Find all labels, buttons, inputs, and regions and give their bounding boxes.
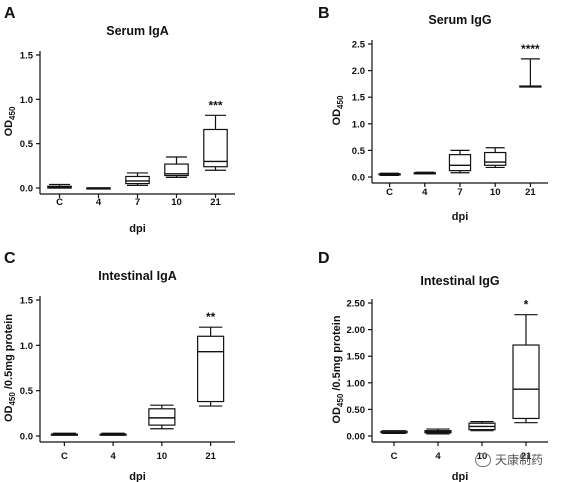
significance-marker: **** (521, 42, 540, 56)
x-tick-label: 4 (110, 451, 116, 462)
box-iqr (148, 408, 176, 426)
box-iqr (125, 175, 150, 185)
box-21 (203, 114, 228, 171)
y-axis-label: OD450 (331, 95, 345, 125)
chart-title: Intestinal IgG (420, 274, 499, 288)
significance-marker: * (524, 298, 529, 312)
y-axis-label: OD450 /0.5mg protein (3, 314, 17, 422)
y-axis-label: OD450 (3, 106, 17, 136)
box-21 (512, 314, 540, 424)
x-tick-label: 10 (157, 451, 168, 462)
box-iqr (197, 335, 225, 403)
y-axis-label: OD450 /0.5mg protein (331, 315, 345, 423)
chart-panel-a: A Serum IgA 0.0 0.5 1.0 1.5 C 4 7 10 21 dpi OD450 *** (3, 5, 235, 235)
y-tick-label: 2.5 (352, 40, 366, 51)
x-tick-label: C (56, 197, 63, 208)
chart-title: Intestinal IgA (98, 269, 176, 283)
x-tick-label: 4 (435, 451, 441, 462)
y-tick-label: 2.50 (347, 299, 366, 310)
box-21 (519, 58, 542, 88)
x-tick-label: C (386, 187, 393, 198)
x-axis-label: dpi (129, 223, 146, 235)
box-iqr (448, 154, 472, 172)
chart-panel-d: D Intestinal IgG 0.00 0.50 1.00 1.50 2.00 2.50 C… (318, 250, 548, 482)
y-tick-label: 1.0 (20, 341, 33, 352)
box-4 (86, 187, 111, 190)
y-tick-label: 0.0 (20, 184, 33, 195)
box-4 (99, 432, 127, 436)
significance-marker: *** (208, 98, 222, 112)
x-tick-label: 4 (96, 197, 102, 208)
y-tick-label: 1.5 (20, 51, 34, 62)
box-10 (468, 421, 496, 432)
box-C (47, 183, 72, 189)
x-tick-label: C (61, 451, 68, 462)
x-tick-label: 10 (490, 187, 501, 198)
x-tick-label: 4 (422, 187, 428, 198)
x-axis-label: dpi (452, 471, 469, 482)
x-tick-label: 7 (135, 197, 140, 208)
x-axis-label: dpi (452, 211, 469, 223)
box-C (380, 430, 408, 434)
y-tick-label: 0.0 (352, 173, 365, 184)
box-C (50, 432, 78, 436)
y-tick-label: 1.00 (347, 378, 366, 389)
x-axis-label: dpi (129, 471, 146, 482)
panel-letter: B (318, 5, 330, 22)
y-tick-label: 0.5 (20, 139, 34, 150)
box-10 (148, 404, 176, 430)
y-tick-label: 1.5 (20, 296, 34, 307)
y-tick-label: 0.5 (352, 146, 366, 157)
box-21 (197, 326, 225, 407)
panel-letter: C (4, 250, 16, 267)
box-iqr (512, 344, 540, 420)
watermark: 天康制药 (474, 451, 543, 468)
box-iqr (164, 163, 189, 177)
panel-letter: A (4, 5, 16, 22)
box-7 (448, 149, 472, 174)
box-C (378, 172, 401, 177)
x-tick-label: 21 (210, 197, 221, 208)
y-tick-label: 2.0 (352, 66, 365, 77)
chart-title: Serum IgA (106, 24, 169, 38)
y-tick-label: 0.5 (20, 386, 34, 397)
y-tick-label: 0.50 (347, 405, 366, 416)
chart-panel-c: C Intestinal IgA 0.0 0.5 1.0 1.5 C 4 10 21 dpi OD45… (3, 250, 235, 482)
panel-letter: D (318, 250, 330, 267)
box-7 (125, 172, 150, 186)
box-4 (413, 171, 436, 175)
box-4 (424, 428, 452, 435)
x-tick-label: C (391, 451, 398, 462)
box-iqr (484, 151, 507, 166)
watermark-text: 天康制药 (494, 453, 543, 467)
x-tick-label: 10 (477, 451, 488, 462)
wechat-icon (474, 452, 491, 467)
chart-title: Serum IgG (428, 13, 491, 27)
y-tick-label: 0.0 (20, 432, 33, 443)
x-tick-label: 10 (171, 197, 182, 208)
y-tick-label: 1.50 (347, 352, 366, 363)
chart-panel-b: B Serum IgG 0.0 0.5 1.0 1.5 2.0 2.5 C 4 7 10 21 dpi OD… (318, 5, 548, 223)
box-10 (484, 147, 507, 169)
box-iqr (203, 128, 228, 168)
box-10 (164, 156, 189, 178)
x-tick-label: 21 (525, 187, 536, 198)
y-tick-label: 1.0 (352, 119, 365, 130)
y-tick-label: 2.00 (347, 325, 366, 336)
x-tick-label: 21 (521, 451, 532, 462)
x-tick-label: 7 (457, 187, 462, 198)
y-tick-label: 0.00 (347, 432, 366, 443)
y-tick-label: 1.0 (20, 95, 33, 106)
significance-marker: ** (206, 310, 216, 324)
x-tick-label: 21 (205, 451, 216, 462)
y-tick-label: 1.5 (352, 93, 366, 104)
